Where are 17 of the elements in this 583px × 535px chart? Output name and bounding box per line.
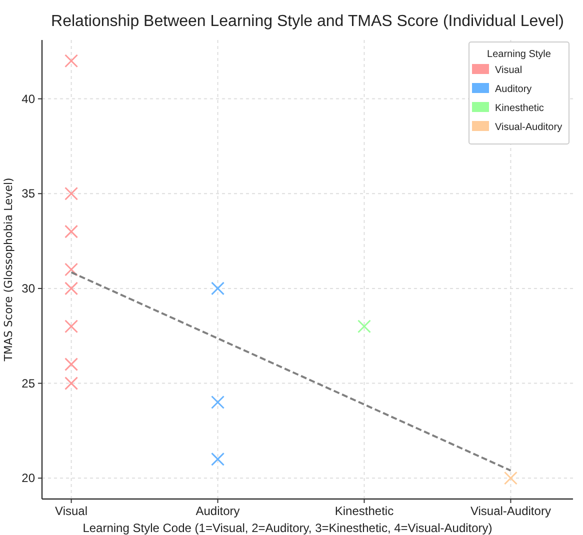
y-tick-label: 25 — [22, 376, 36, 390]
legend-label: Visual-Auditory — [495, 122, 562, 133]
legend-label: Auditory — [495, 84, 532, 95]
x-tick-label: Visual-Auditory — [470, 504, 551, 518]
x-tick-label: Visual — [55, 504, 88, 518]
y-axis-title: TMAS Score (Glossophobia Level) — [2, 178, 15, 362]
x-tick-label: Auditory — [196, 504, 240, 518]
legend-label: Kinesthetic — [495, 103, 544, 114]
y-tick-label: 40 — [22, 92, 36, 106]
x-axis-title: Learning Style Code (1=Visual, 2=Auditory, 3=Kinesthetic, 4=Visual-Auditory) — [82, 521, 492, 535]
y-tick-label: 35 — [22, 186, 36, 201]
y-tick-label: 30 — [22, 281, 36, 296]
legend-label: Visual — [495, 65, 522, 76]
y-tick-label: 20 — [22, 471, 36, 486]
x-tick-label: Kinesthetic — [334, 504, 394, 518]
chart-title: Relationship Between Learning Style and TMAS Score (Individual Level) — [51, 13, 564, 30]
legend-title: Learning Style — [487, 49, 552, 60]
